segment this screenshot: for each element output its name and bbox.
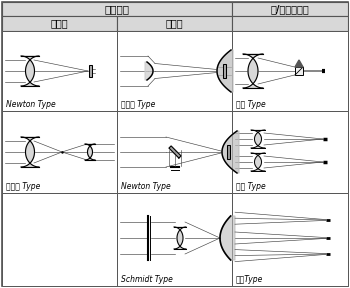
Polygon shape xyxy=(174,227,186,249)
Bar xyxy=(89,65,91,77)
Bar xyxy=(2,111,117,193)
Polygon shape xyxy=(295,60,303,67)
Bar xyxy=(232,193,348,286)
Text: 折射系: 折射系 xyxy=(50,18,68,29)
Bar xyxy=(232,31,348,111)
Polygon shape xyxy=(251,153,265,171)
Text: 鏡片單元: 鏡片單元 xyxy=(105,4,130,14)
Polygon shape xyxy=(222,131,239,173)
Text: 送/收信單方法: 送/收信單方法 xyxy=(271,4,309,14)
Polygon shape xyxy=(21,137,39,167)
Polygon shape xyxy=(21,56,39,86)
Text: 三眼Type: 三眼Type xyxy=(236,275,263,284)
Polygon shape xyxy=(169,146,181,158)
Text: 反射系: 反射系 xyxy=(165,18,183,29)
Bar xyxy=(117,16,232,31)
Polygon shape xyxy=(145,62,153,80)
Polygon shape xyxy=(85,144,95,160)
Bar xyxy=(226,145,230,159)
Text: 偽倒略 Type: 偽倒略 Type xyxy=(121,100,155,109)
Bar xyxy=(2,31,117,111)
Polygon shape xyxy=(217,50,233,92)
Text: Schmidt Type: Schmidt Type xyxy=(121,275,173,284)
Text: Newton Type: Newton Type xyxy=(6,100,56,109)
Bar xyxy=(223,64,225,78)
Polygon shape xyxy=(243,54,263,88)
Bar xyxy=(232,16,348,31)
Bar xyxy=(117,193,232,286)
Text: 克蒲勒 Type: 克蒲勒 Type xyxy=(6,182,40,191)
Bar xyxy=(117,31,232,111)
Polygon shape xyxy=(220,216,235,260)
Bar xyxy=(295,67,303,75)
Text: Newton Type: Newton Type xyxy=(121,182,171,191)
Text: 雙眼 Type: 雙眼 Type xyxy=(236,182,266,191)
Text: 單眼 Type: 單眼 Type xyxy=(236,100,266,109)
Bar xyxy=(232,2,348,16)
Bar xyxy=(232,111,348,193)
Polygon shape xyxy=(251,130,265,148)
Bar xyxy=(2,2,232,16)
Bar xyxy=(117,111,232,193)
Bar xyxy=(2,193,117,286)
Bar xyxy=(2,16,117,31)
